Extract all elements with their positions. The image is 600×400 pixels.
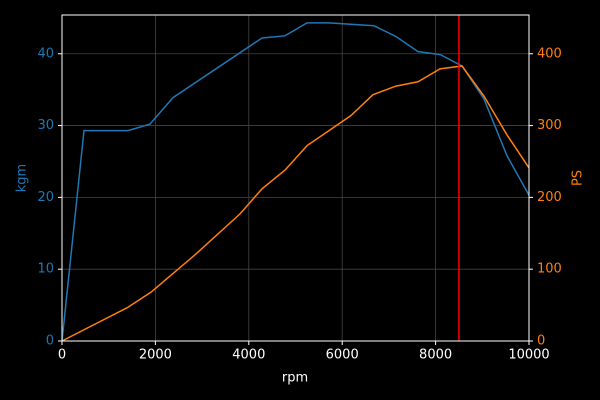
plot-frame (61, 14, 530, 342)
y-tick-label: 10 (37, 262, 54, 277)
y-tick-label: 20 (37, 190, 54, 205)
x-tick-label: 4000 (232, 348, 265, 363)
y2-axis-label: PS (571, 170, 586, 186)
y-tick-label: 0 (46, 334, 54, 349)
x-axis-label: rpm (282, 371, 308, 386)
x-tick-label: 10000 (508, 348, 549, 363)
x-tick-label: 0 (58, 348, 66, 363)
y2-tick-label: 100 (537, 262, 562, 277)
line-series (61, 65, 530, 342)
y-tick-label: 40 (37, 46, 54, 61)
y2-tick-label: 400 (537, 46, 562, 61)
x-tick-label: 8000 (419, 348, 452, 363)
x-tick-label: 6000 (326, 348, 359, 363)
x-tick-label: 2000 (139, 348, 172, 363)
y2-tick-label: 300 (537, 118, 562, 133)
y2-tick-label: 0 (537, 334, 545, 349)
y-tick-label: 30 (37, 118, 54, 133)
y-axis-label: kgm (15, 164, 30, 192)
y2-tick-label: 200 (537, 190, 562, 205)
